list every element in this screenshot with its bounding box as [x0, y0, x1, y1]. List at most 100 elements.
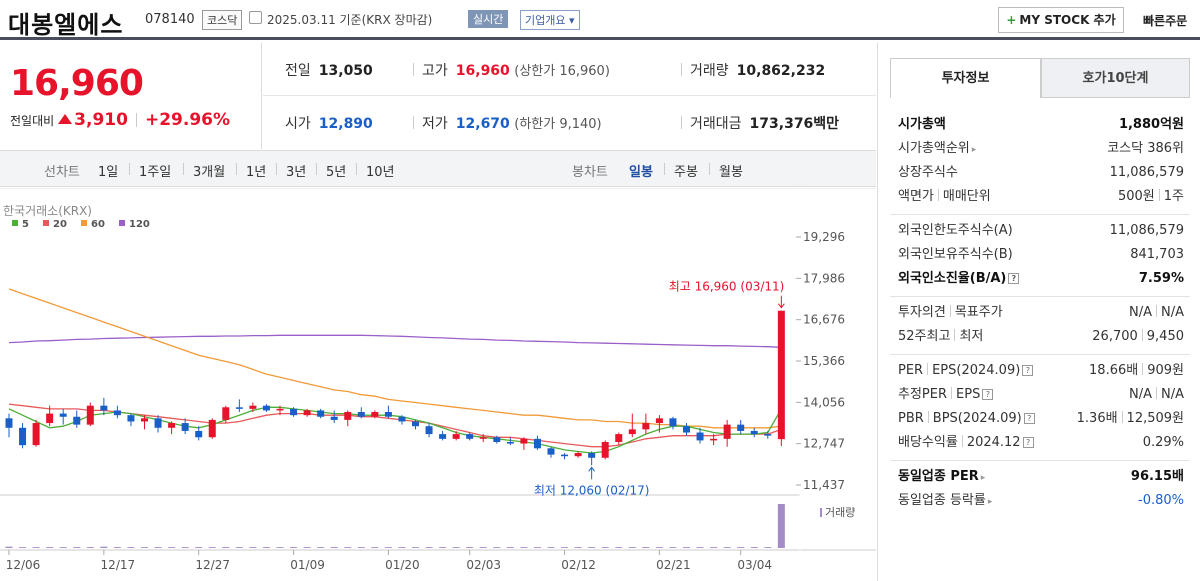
volume-bar — [73, 547, 81, 548]
x-tick-label: 01/20 — [385, 558, 420, 572]
volume-bar — [19, 547, 27, 548]
my-stock-label: MY STOCK 추가 — [1019, 13, 1116, 27]
info-group-valuation: PER EPS(2024.09)? 18.66배 909원 추정PER EPS? N/A N… — [890, 355, 1190, 461]
tab-order-book[interactable]: 호가10단계 — [1041, 58, 1190, 98]
company-overview-button[interactable]: 기업개요 ▾ — [520, 10, 580, 30]
low-price: 저가 12,670 (하한가 9,140) — [413, 113, 602, 133]
dividend-label: 배당수익률 2024.12? — [898, 431, 1034, 455]
candle-body — [32, 423, 40, 446]
my-stock-add-button[interactable]: + MY STOCK 추가 — [998, 7, 1124, 33]
quick-order-link[interactable]: 빠른주문 — [1143, 14, 1188, 28]
volume-bar — [222, 547, 230, 548]
candle-body — [208, 419, 216, 438]
volume-bar — [290, 547, 298, 548]
candlestick-chart[interactable]: 한국거래소(KRX)5 20 60 120 19,296 17,986 16,676 15,3… — [0, 188, 876, 581]
stock-chart[interactable]: 한국거래소(KRX) 5 20 60 120 19,296 17,986 16,676 15,3… — [0, 188, 876, 581]
legend-label: 60 — [91, 219, 105, 230]
pbr-value: 1.36배 12,509원 — [1076, 411, 1184, 426]
help-icon[interactable]: ? — [1023, 413, 1035, 424]
low-annotation: 최저 12,060 (02/17) — [534, 483, 650, 497]
sector-rate-label[interactable]: 동일업종 등락률 ▸ — [898, 493, 993, 508]
low-arrow-head — [588, 466, 596, 472]
y-tick-label: 16,676 — [803, 313, 845, 327]
candle-body — [669, 418, 677, 427]
chart-period-tabs: 선차트 1일 1주일 3개월 1년 3년 5년 10년 봉차트 일봉 주봉 월봉 — [0, 150, 876, 187]
tab-3m[interactable]: 3개월 — [193, 165, 226, 180]
ma20-line — [8, 403, 782, 448]
market-badge: 코스닥 — [202, 10, 243, 30]
help-icon[interactable]: ? — [1022, 437, 1034, 448]
volume-bar — [208, 547, 216, 548]
candle-body — [642, 423, 650, 430]
candle-body — [723, 424, 731, 439]
tab-investment-info[interactable]: 투자정보 — [890, 58, 1041, 98]
volume-bar — [154, 547, 162, 548]
volume-bar — [723, 547, 731, 548]
candle-body — [73, 416, 81, 425]
volume-bar — [506, 547, 514, 548]
tab-10y[interactable]: 10년 — [366, 165, 395, 180]
tab-1y[interactable]: 1년 — [246, 165, 267, 180]
volume-bar — [493, 547, 501, 548]
est-per-value: N/A N/A — [1129, 387, 1184, 402]
legend-label: 20 — [53, 219, 67, 230]
tab-weekly[interactable]: 주봉 — [674, 165, 698, 180]
candle-body — [615, 434, 623, 442]
trade-amount: 거래대금 173,376백만 — [681, 113, 839, 133]
volume-bar — [642, 547, 650, 548]
volume-bar — [357, 547, 365, 548]
reference-date: 2025.03.11 기준(KRX 장마감) — [267, 13, 433, 27]
candle-body — [290, 408, 298, 416]
candle-body — [100, 405, 108, 411]
est-per-label: 추정PER EPS? — [898, 383, 994, 407]
investment-info-panel: 투자정보 호가10단계 시가총액 1,880억원 시가총액순위 ▸ 코스닥 386위 … — [877, 43, 1200, 581]
volume-bar — [655, 547, 663, 548]
volume-bar — [412, 547, 419, 548]
tab-daily[interactable]: 일봉 — [629, 165, 653, 180]
legend-swatch — [43, 220, 49, 226]
legend-swatch — [81, 220, 87, 226]
volume-bar — [547, 547, 555, 548]
tab-1w[interactable]: 1주일 — [139, 165, 172, 180]
change-percent: +29.96% — [144, 110, 231, 130]
foreign-ratio-label: 외국인소진율(B/A)? — [898, 267, 1020, 291]
candle-body — [696, 432, 704, 441]
sector-per-label[interactable]: 동일업종 PER ▸ — [898, 469, 986, 484]
tab-5y[interactable]: 5년 — [326, 165, 347, 180]
par-value-label: 액면가 매매단위 — [898, 189, 991, 204]
overview-label: 기업개요 — [525, 14, 566, 27]
tab-1d[interactable]: 1일 — [98, 165, 119, 180]
pbr-label: PBR BPS(2024.09)? — [898, 407, 1035, 431]
help-icon[interactable]: ? — [982, 389, 994, 400]
caret-right-icon: ▸ — [971, 145, 977, 155]
stock-name: 대봉엘에스 — [8, 11, 124, 39]
ma60-line — [8, 288, 782, 429]
legend-swatch — [119, 220, 125, 226]
volume-bar — [615, 547, 623, 548]
volume-bar — [371, 547, 379, 548]
candle-body — [466, 434, 474, 439]
prev-close: 전일 13,050 — [285, 63, 373, 79]
candle-body — [777, 310, 785, 440]
up-arrow-icon — [58, 114, 73, 124]
legend-label: 5 — [22, 219, 29, 230]
candle-body — [750, 430, 758, 435]
high-annotation: 최고 16,960 (03/11) — [669, 280, 785, 294]
help-icon[interactable]: ? — [1008, 273, 1020, 284]
legend-swatch — [12, 220, 18, 226]
tab-3y[interactable]: 3년 — [286, 165, 307, 180]
foreign-limit-value: 11,086,579 — [1109, 223, 1184, 238]
x-tick-label: 12/06 — [6, 558, 41, 572]
realtime-button[interactable]: 실시간 — [468, 10, 509, 28]
candle-body — [127, 415, 135, 422]
candle-body — [317, 410, 325, 417]
per-label: PER EPS(2024.09)? — [898, 359, 1034, 383]
help-icon[interactable]: ? — [1022, 365, 1034, 376]
candle-body — [371, 412, 379, 417]
y-tick-label: 14,056 — [803, 395, 845, 409]
candle-body — [710, 438, 718, 441]
volume-bar — [588, 547, 596, 548]
tab-monthly[interactable]: 월봉 — [719, 165, 743, 180]
y-tick-label: 11,437 — [803, 478, 845, 492]
market-cap-rank-label[interactable]: 시가총액순위 ▸ — [898, 141, 977, 156]
